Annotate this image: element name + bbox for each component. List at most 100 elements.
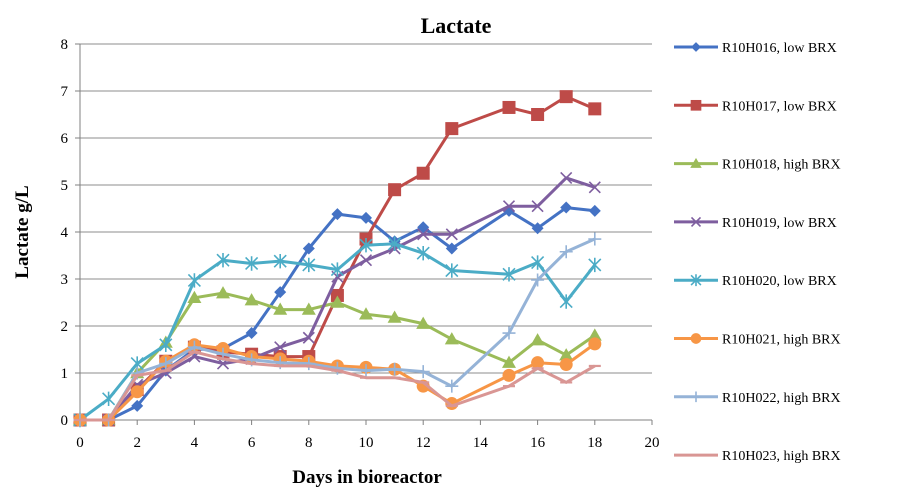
data-point [302, 257, 316, 273]
data-point [416, 166, 430, 180]
data-point [559, 294, 573, 309]
data-point [531, 108, 545, 121]
data-point [559, 358, 573, 372]
data-point [445, 379, 459, 393]
y-tick-label: 6 [61, 131, 69, 147]
legend-marker [690, 274, 702, 287]
x-tick-label: 2 [133, 435, 141, 451]
data-point [273, 253, 287, 269]
legend-label: R10H023, high BRX [722, 449, 841, 464]
legend-label: R10H022, high BRX [722, 391, 841, 406]
legend-marker [690, 333, 702, 344]
data-point [330, 361, 344, 375]
series-7 [73, 232, 602, 427]
data-point [159, 337, 173, 352]
data-point [559, 348, 574, 361]
data-point [560, 201, 573, 214]
data-point [187, 290, 202, 304]
data-point [445, 228, 458, 241]
y-tick-label: 5 [61, 178, 69, 194]
legend-label: R10H019, low BRX [722, 216, 837, 231]
data-point [502, 200, 516, 213]
chart-title: Lactate [421, 13, 492, 38]
data-point [274, 341, 287, 354]
data-point [502, 368, 516, 382]
data-point [331, 208, 344, 221]
legend-item: R10H021, high BRX [674, 333, 841, 348]
x-tick-label: 12 [416, 435, 431, 451]
data-point [416, 316, 431, 329]
x-tick-label: 10 [359, 435, 374, 451]
data-point [330, 288, 344, 302]
legend-item: R10H017, low BRX [674, 99, 837, 114]
data-point [245, 327, 258, 340]
data-point [387, 310, 402, 323]
legend-label: R10H017, low BRX [722, 99, 837, 114]
legend: R10H016, low BRX R10H017, low BRX R10H018,… [674, 41, 841, 464]
data-point [559, 245, 573, 259]
data-point [359, 237, 373, 253]
legend-marker [690, 216, 702, 227]
data-point [587, 328, 602, 341]
data-point [302, 357, 316, 371]
y-tick-label: 4 [61, 225, 69, 241]
data-point [388, 236, 402, 251]
legend-marker [690, 99, 702, 111]
series-6 [73, 337, 602, 427]
data-point [330, 262, 344, 277]
x-tick-label: 0 [76, 435, 84, 451]
data-point [244, 293, 259, 306]
data-point [131, 399, 144, 412]
series-line [80, 206, 595, 422]
series-1 [74, 201, 601, 426]
data-point [416, 245, 430, 261]
data-point [187, 273, 201, 288]
data-point [588, 337, 602, 351]
series-line [80, 237, 596, 422]
data-point [588, 204, 601, 217]
legend-label: R10H016, low BRX [722, 41, 837, 56]
data-point [359, 307, 373, 320]
legend-label: R10H021, high BRX [722, 333, 841, 348]
legend-item: R10H020, low BRX [674, 274, 837, 289]
data-point [444, 332, 459, 345]
x-tick-label: 20 [645, 435, 660, 451]
series-5 [73, 236, 602, 428]
data-point [360, 211, 372, 224]
data-point [302, 242, 315, 255]
x-tick-label: 4 [191, 435, 199, 451]
legend-label: R10H018, high BRX [722, 158, 841, 173]
data-point [588, 181, 601, 194]
y-tick-label: 0 [61, 413, 69, 429]
legend-marker [690, 391, 702, 403]
data-point [388, 362, 402, 376]
data-point [588, 102, 602, 116]
data-point [302, 331, 315, 344]
data-point [216, 253, 230, 268]
data-point [502, 326, 516, 340]
x-tick-label: 18 [587, 435, 602, 451]
data-point [102, 391, 116, 407]
data-point [530, 333, 545, 346]
data-point [531, 200, 544, 213]
data-point [301, 302, 316, 315]
data-point [330, 295, 345, 308]
data-point [216, 286, 230, 299]
data-point [130, 385, 144, 399]
data-point [445, 242, 458, 255]
y-tick-label: 2 [61, 319, 69, 335]
data-point [531, 356, 545, 370]
y-tick-label: 1 [61, 366, 69, 382]
data-point [531, 273, 545, 287]
data-point [559, 90, 573, 104]
y-tick-label: 8 [61, 37, 69, 53]
data-point [359, 364, 373, 378]
x-tick-label: 16 [530, 435, 546, 451]
data-point [531, 255, 545, 270]
legend-item: R10H023, high BRX [674, 449, 841, 464]
legend-item: R10H022, high BRX [674, 391, 841, 406]
data-point [159, 357, 173, 371]
data-point [531, 222, 544, 235]
series-line [80, 176, 596, 422]
